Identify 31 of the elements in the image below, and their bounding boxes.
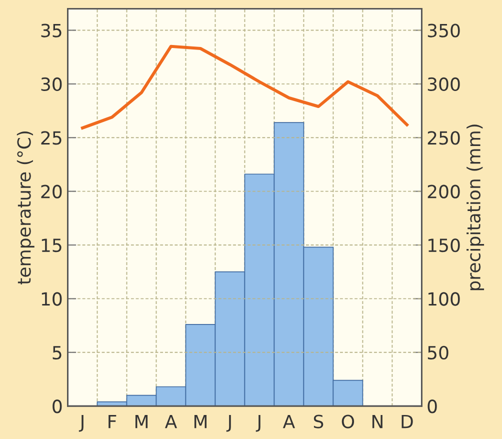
y2-tick-label: 300 bbox=[428, 77, 460, 92]
y-tick-label: 35 bbox=[41, 24, 62, 38]
y2-tick-label: 150 bbox=[428, 238, 460, 252]
y2-tick-label: 200 bbox=[428, 184, 460, 198]
y2-tick-label: 350 bbox=[428, 24, 460, 38]
y-tick-label: 15 bbox=[42, 238, 62, 252]
y2-tick-label: 250 bbox=[428, 131, 460, 145]
line-series bbox=[80, 44, 408, 130]
x-tick-label: M bbox=[194, 414, 207, 428]
x-tick-label: J bbox=[226, 414, 231, 432]
x-tick-label: S bbox=[314, 414, 324, 428]
y2-axis-title: precipitation (mm) bbox=[466, 124, 484, 290]
y2-tick-label: 0 bbox=[428, 400, 437, 414]
x-tick-label: D bbox=[402, 414, 413, 428]
y-axis-title: temperature (°C) bbox=[16, 132, 34, 284]
y2-tick-label: 50 bbox=[428, 346, 448, 360]
x-tick-label: A bbox=[164, 414, 178, 428]
y-tick-label: 20 bbox=[41, 184, 62, 198]
x-tick-label: A bbox=[282, 414, 295, 428]
x-tick-label: O bbox=[342, 414, 354, 428]
y-tick-label: 25 bbox=[41, 131, 62, 145]
x-tick-label: J bbox=[78, 414, 84, 432]
y-tick-label: 0 bbox=[52, 400, 62, 414]
x-tick-label: J bbox=[256, 414, 260, 432]
x-tick-label: F bbox=[108, 414, 116, 428]
y-tick-label: 10 bbox=[42, 292, 62, 306]
y-tick-label: 30 bbox=[41, 77, 62, 92]
y2-tick-label: 100 bbox=[428, 292, 460, 306]
y-tick-label: 5 bbox=[52, 346, 62, 360]
x-tick-label: M bbox=[135, 414, 148, 428]
x-tick-label: N bbox=[372, 414, 382, 428]
